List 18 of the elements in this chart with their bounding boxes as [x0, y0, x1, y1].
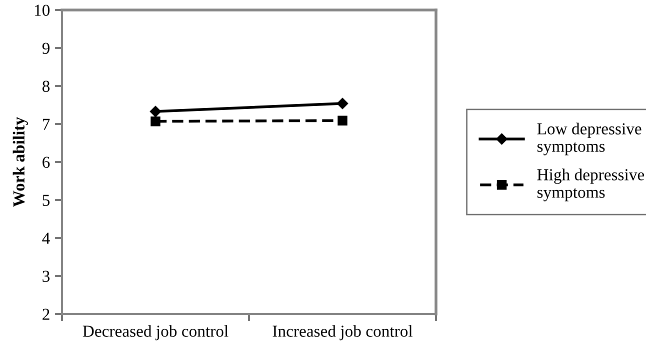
- x-tick-label: Decreased job control: [82, 325, 228, 340]
- y-axis-title: Work ability: [12, 117, 28, 207]
- y-tick-label: 2: [42, 308, 50, 320]
- y-tick-label: 7: [42, 118, 50, 130]
- point: [150, 116, 160, 126]
- y-tick-label: 10: [34, 4, 50, 16]
- y-tick-label: 4: [42, 232, 50, 244]
- x-tick-label: Increased job control: [272, 325, 413, 340]
- point: [336, 98, 348, 110]
- y-tick-label: 8: [42, 80, 50, 92]
- point: [338, 116, 348, 126]
- legend-label: High depressive symptoms: [537, 168, 644, 202]
- y-tick-label: 6: [42, 156, 50, 168]
- legend-label: Low depressive symptoms: [537, 122, 642, 156]
- y-tick-label: 3: [42, 270, 50, 282]
- y-tick-label: 5: [42, 194, 50, 206]
- point: [150, 106, 162, 118]
- y-tick-label: 9: [42, 42, 50, 54]
